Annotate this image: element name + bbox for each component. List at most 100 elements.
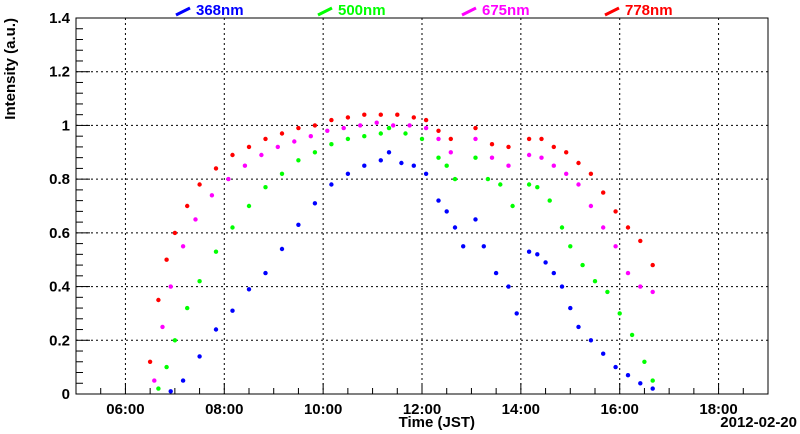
data-point [329, 142, 334, 147]
data-point [650, 289, 655, 295]
data-point [485, 176, 491, 182]
legend-label: 778nm [625, 2, 673, 19]
data-point [452, 176, 458, 182]
y-tick-label: 1.2 [49, 64, 70, 81]
data-point [580, 262, 585, 268]
x-tick-label: 06:00 [106, 401, 144, 418]
data-point [448, 136, 453, 142]
data-point [213, 327, 219, 332]
data-point [279, 246, 285, 252]
data-point [436, 198, 441, 203]
data-point [576, 324, 581, 330]
legend-label: 368nm [196, 2, 244, 19]
data-point [329, 117, 334, 123]
series-778nm [147, 112, 655, 364]
data-point [489, 142, 495, 147]
data-point [399, 160, 404, 166]
y-tick-label: 0 [62, 386, 70, 403]
data-point [230, 152, 235, 158]
data-point [246, 144, 252, 150]
data-point [193, 217, 198, 222]
data-point [180, 378, 186, 383]
data-point [588, 171, 594, 176]
data-point [279, 131, 285, 136]
data-point [164, 364, 169, 370]
data-point [535, 252, 540, 257]
y-tick-label: 0.4 [49, 279, 71, 296]
data-point [172, 230, 178, 236]
data-point [230, 308, 235, 313]
data-point [185, 305, 190, 311]
data-point [378, 158, 383, 163]
data-point [564, 150, 569, 155]
data-point [423, 117, 429, 123]
data-point [341, 125, 346, 131]
x-tick-label: 08:00 [205, 401, 243, 418]
data-point [242, 163, 248, 168]
y-tick-label: 0.8 [49, 171, 70, 188]
data-point [551, 144, 556, 150]
data-point [625, 225, 631, 230]
data-point [197, 182, 202, 187]
data-point [403, 131, 408, 136]
data-point [461, 244, 466, 249]
data-point [481, 244, 486, 249]
data-point [568, 244, 573, 249]
data-point [436, 136, 441, 142]
data-point [613, 209, 618, 214]
x-tick-labels: 06:00 08:00 10:00 12:00 14:00 16:00 18:00 [106, 401, 738, 418]
data-point [551, 163, 556, 168]
data-point [650, 386, 655, 391]
legend-swatch [461, 6, 477, 17]
data-point [308, 134, 313, 139]
data-point [547, 198, 552, 203]
y-tick-label: 0.6 [49, 225, 70, 242]
data-point [156, 297, 161, 303]
data-point [638, 284, 643, 289]
data-point [588, 338, 594, 343]
data-point [296, 125, 301, 131]
data-point [296, 158, 301, 163]
data-point [568, 305, 573, 311]
data-point [246, 287, 252, 292]
data-point [539, 136, 544, 142]
legend-swatch [175, 6, 191, 17]
axis-ticks [75, 17, 769, 395]
data-point [419, 136, 425, 142]
data-point [168, 389, 173, 394]
data-point [213, 249, 219, 254]
data-point [197, 279, 202, 284]
x-tick-label: 14:00 [502, 401, 540, 418]
data-point [613, 244, 618, 249]
data-point [246, 203, 252, 209]
data-point [543, 260, 548, 265]
data-point [168, 284, 173, 289]
date-label: 2012-02-20 [720, 414, 797, 431]
data-point [473, 136, 478, 142]
data-point [642, 359, 647, 364]
data-point [213, 166, 219, 171]
data-point [638, 238, 643, 244]
data-point [493, 270, 499, 276]
data-point [625, 373, 631, 378]
data-point [506, 284, 511, 289]
data-point [230, 225, 235, 230]
data-point [312, 150, 318, 155]
data-point [526, 152, 532, 158]
data-point [526, 136, 532, 142]
x-tick-label: 18:00 [699, 401, 737, 418]
y-tick-label: 1.4 [49, 10, 71, 27]
y-tick-label: 1 [62, 117, 70, 134]
data-point [510, 203, 515, 209]
data-point [156, 386, 161, 391]
data-point [345, 171, 351, 176]
data-point [312, 123, 318, 128]
data-point [629, 332, 635, 338]
data-point [473, 125, 478, 131]
legend-label: 675nm [482, 2, 530, 19]
data-point [576, 182, 581, 187]
data-point [345, 136, 351, 142]
series-675nm [152, 120, 655, 383]
data-point [601, 225, 606, 230]
